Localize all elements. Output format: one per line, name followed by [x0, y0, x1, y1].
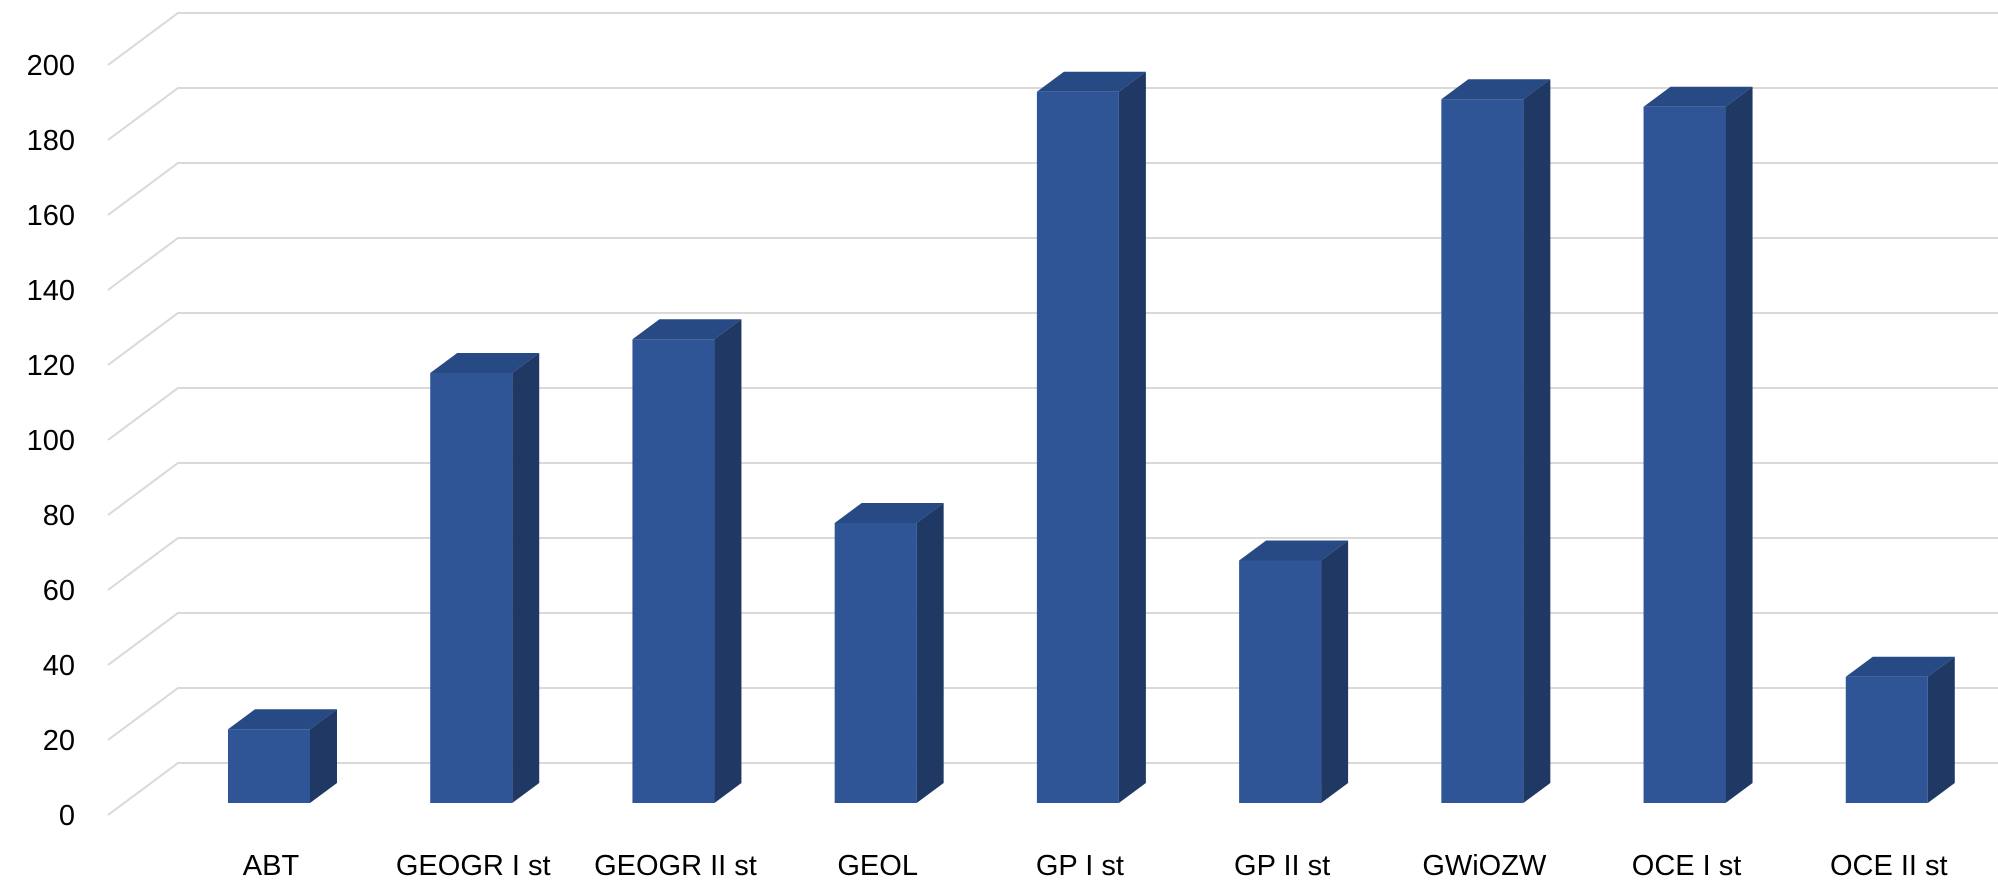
- y-tick-label: 160: [27, 200, 75, 232]
- gridline: [107, 462, 1998, 516]
- gridline: [107, 237, 1998, 291]
- gridline: [107, 87, 1998, 141]
- gridline: [107, 612, 1998, 666]
- bar-front-face: [1643, 106, 1726, 803]
- bar-side-face: [1321, 540, 1349, 803]
- bar: [228, 709, 337, 803]
- bar-top-face: [1239, 540, 1349, 561]
- x-category-label: GP II st: [1234, 850, 1330, 880]
- x-category-label: GEOGR II st: [594, 850, 757, 880]
- bar-front-face: [1441, 99, 1524, 803]
- x-category-label: GWiOZW: [1422, 850, 1547, 880]
- x-category-label: ABT: [243, 850, 300, 880]
- bar-front-face: [632, 339, 715, 803]
- bar-front-face: [228, 729, 310, 803]
- y-tick-label: 120: [27, 350, 75, 382]
- bar-side-face: [1523, 79, 1551, 803]
- bar: [430, 353, 540, 803]
- gridline: [107, 162, 1998, 216]
- bars: [228, 71, 1955, 803]
- bar-top-face: [1441, 79, 1551, 100]
- bar-top-face: [228, 709, 337, 730]
- bar-top-face: [1036, 71, 1146, 92]
- x-category-label: OCE I st: [1632, 850, 1742, 880]
- y-tick-label: 40: [43, 650, 75, 682]
- bar-top-face: [1845, 656, 1955, 677]
- bar-front-face: [834, 523, 917, 803]
- bar-side-face: [1725, 86, 1753, 803]
- x-category-label: OCE II st: [1830, 850, 1948, 880]
- bar: [1441, 79, 1551, 803]
- bar-top-face: [834, 503, 944, 523]
- y-tick-label: 180: [27, 125, 75, 157]
- gridlines: [107, 12, 1998, 816]
- y-tick-label: 60: [43, 575, 75, 607]
- gridline: [107, 537, 1998, 591]
- bar: [1036, 71, 1146, 803]
- bar-front-face: [1845, 676, 1928, 803]
- y-tick-label: 80: [43, 500, 75, 532]
- x-category-label: GEOGR I st: [396, 850, 551, 880]
- x-category-label: GP I st: [1036, 850, 1124, 880]
- bar-top-face: [632, 319, 742, 340]
- bar: [1845, 656, 1955, 803]
- bar: [1643, 86, 1753, 803]
- x-category-label: GEOL: [837, 850, 918, 880]
- y-tick-label: 200: [27, 50, 75, 82]
- bar-side-face: [1118, 71, 1146, 803]
- bar-side-face: [916, 503, 944, 803]
- gridline: [107, 762, 1998, 816]
- gridline: [107, 687, 1998, 741]
- bar: [632, 319, 742, 803]
- bar: [1239, 540, 1349, 803]
- bar: [834, 503, 944, 803]
- y-tick-label: 140: [27, 275, 75, 307]
- y-tick-label: 0: [59, 800, 75, 832]
- bar-side-face: [1927, 656, 1955, 803]
- bar-top-face: [430, 353, 540, 373]
- bar-front-face: [1239, 560, 1322, 803]
- bar-side-face: [512, 353, 540, 803]
- bar-front-face: [1036, 91, 1119, 803]
- y-tick-label: 100: [27, 425, 75, 457]
- gridline: [107, 387, 1998, 441]
- bar-side-face: [714, 319, 742, 803]
- bar-front-face: [430, 373, 513, 803]
- y-tick-label: 20: [43, 725, 75, 757]
- x-axis-category-labels: ABT GEOGR I st GEOGR II st GEOL GP I st GP II…: [243, 850, 1948, 880]
- gridline: [107, 312, 1998, 366]
- gridline: [107, 12, 1998, 66]
- y-axis-tick-labels: 0 20 40 60 80 100 120 140 160 180 200: [27, 50, 75, 832]
- bar-side-face: [310, 709, 337, 803]
- bar-top-face: [1643, 86, 1753, 107]
